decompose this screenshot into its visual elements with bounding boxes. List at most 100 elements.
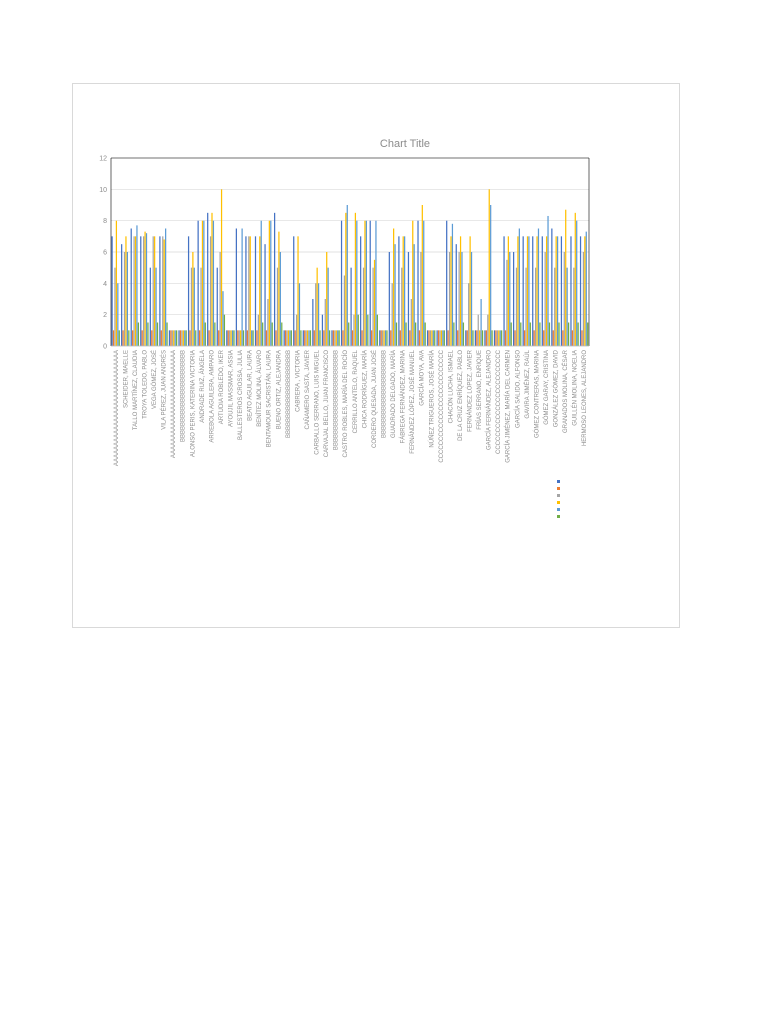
bar xyxy=(332,330,335,346)
bar xyxy=(443,330,445,346)
bar xyxy=(382,330,384,346)
bar xyxy=(166,322,168,346)
bar-chart: Chart Title 0 2 4 6 8 10 12 AAAAAAAAAAAAAAAAAA… xyxy=(99,138,590,518)
x-tick-label: CAÑAMERO SASTA, JAVIER xyxy=(304,349,311,429)
bar xyxy=(200,267,202,346)
bar xyxy=(218,330,220,346)
bar xyxy=(184,330,186,346)
bar xyxy=(226,330,228,346)
bar xyxy=(353,314,355,346)
bar xyxy=(122,330,124,346)
bar xyxy=(304,330,306,346)
x-tick-label: CABRERA , VICTORIA xyxy=(295,350,301,412)
x-tick-label: GARCÍA SALIDO, ALFONSO xyxy=(514,350,521,428)
bar xyxy=(446,220,448,346)
bar xyxy=(547,215,549,346)
bar xyxy=(174,330,176,346)
x-tick-label: ANDRADE RUIZ, ÁNGELA xyxy=(199,350,206,423)
bar xyxy=(532,236,534,346)
x-tick-label: SCHEIDER, MAELLE xyxy=(123,350,129,408)
bar xyxy=(121,244,123,346)
bar xyxy=(185,330,187,346)
legend-swatch xyxy=(557,494,560,497)
bar xyxy=(125,236,127,346)
bar xyxy=(383,330,385,346)
bar xyxy=(348,322,350,346)
bar xyxy=(216,267,218,346)
bar xyxy=(582,252,585,346)
x-tick-label: CCCCCCCCCCCCCCCCCCCCCCCCCC xyxy=(439,349,445,462)
bar xyxy=(479,330,481,346)
bar xyxy=(472,330,474,346)
bar xyxy=(453,322,455,346)
bar xyxy=(126,252,129,346)
bar xyxy=(154,236,156,346)
bar xyxy=(474,330,476,346)
bar xyxy=(278,231,280,346)
x-tick-label: CERRILLO ANTELO, RAQUEL xyxy=(353,349,359,433)
bar xyxy=(570,236,572,346)
bar xyxy=(562,330,564,346)
x-tick-label: HERMOSO LEONES, ALEJANDRO xyxy=(582,350,588,446)
bar xyxy=(144,231,146,346)
x-tick-label: GARCÍA JIMÉNEZ, MARÍA DEL CARMEN xyxy=(505,350,512,463)
bar xyxy=(208,330,210,346)
bar xyxy=(533,330,535,346)
bar xyxy=(567,322,570,346)
bar xyxy=(436,330,438,346)
bar xyxy=(577,322,579,346)
bar xyxy=(555,236,557,346)
bar xyxy=(480,299,482,346)
bar xyxy=(170,330,172,346)
bar xyxy=(520,322,522,346)
bar xyxy=(317,283,320,346)
bar xyxy=(350,267,352,346)
bar xyxy=(391,283,393,346)
bar xyxy=(432,330,434,346)
bar xyxy=(514,330,516,346)
x-tick-label: GONZÁLEZ GÓMEZ, DAVID xyxy=(553,349,560,427)
legend-swatch xyxy=(557,487,560,490)
x-tick-label: CHICA RODRÍGUEZ, MARÍA xyxy=(361,350,368,428)
bar xyxy=(132,330,134,346)
bar xyxy=(470,252,473,346)
bar xyxy=(312,299,314,346)
x-tick-label: GARCÍA FERNÁNDEZ, ALEJANDRO xyxy=(486,350,493,450)
x-tick-label: BUENO ORTIZ, ALEJANDRA xyxy=(276,350,282,429)
bar xyxy=(204,322,206,346)
bar xyxy=(242,330,245,346)
bar xyxy=(544,252,546,346)
bar xyxy=(286,330,288,346)
bar xyxy=(360,236,362,346)
bar xyxy=(254,236,257,346)
bar xyxy=(273,212,276,346)
bar xyxy=(509,252,511,346)
x-tick-label: CHACÓN LUCHA, ISMAEL xyxy=(447,349,454,423)
bar xyxy=(552,330,554,346)
legend-swatch xyxy=(557,515,560,518)
bar xyxy=(361,330,363,346)
y-axis-ticks: 0 2 4 6 8 10 12 xyxy=(99,156,107,351)
bar xyxy=(528,236,530,346)
bar xyxy=(162,236,164,346)
x-tick-label: FERNÁNDEZ LÓPEZ, JOSÉ MANUEL xyxy=(409,349,416,453)
bar xyxy=(364,220,366,346)
bar xyxy=(487,314,489,346)
bar xyxy=(163,239,165,346)
bar xyxy=(308,330,310,346)
bar xyxy=(447,330,449,346)
legend-swatch xyxy=(557,508,560,511)
x-tick-label: BBBBBBBBBBBBBBBBBBBBBB xyxy=(286,350,292,438)
bar xyxy=(259,236,261,346)
bar xyxy=(128,330,130,346)
bar xyxy=(402,236,404,346)
bar xyxy=(246,330,248,346)
x-tick-label: GÓMEZ CONTRERAS, MARINA xyxy=(533,350,540,438)
bar xyxy=(431,330,433,346)
bar xyxy=(227,330,229,346)
bar xyxy=(316,267,318,346)
bar xyxy=(485,330,487,346)
bar xyxy=(490,205,492,346)
x-tick-label: AAAAAAAAAAAAAAAAAAAAAAAAAAA xyxy=(171,350,177,458)
bar xyxy=(587,322,589,346)
